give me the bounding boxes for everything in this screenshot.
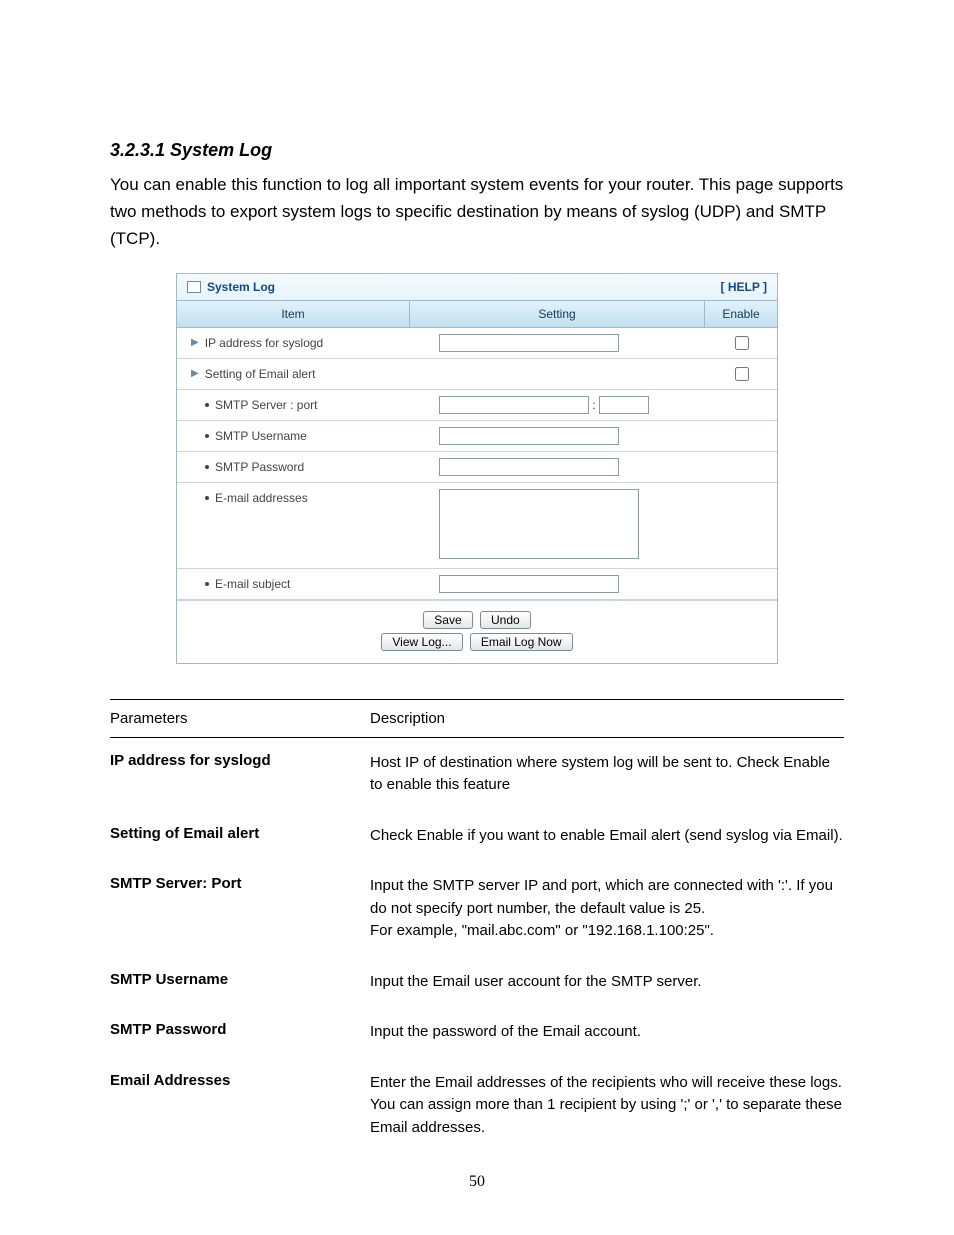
param-name: Setting of Email alert — [110, 825, 370, 848]
col-header-setting: Setting — [410, 301, 705, 327]
param-row: SMTP Username Input the Email user accou… — [110, 957, 844, 1008]
row-smtp-password: SMTP Password — [177, 452, 777, 483]
row-email-alert: ▶ Setting of Email alert — [177, 359, 777, 390]
section-title: 3.2.3.1 System Log — [110, 140, 844, 161]
label-smtp-username: SMTP Username — [215, 429, 307, 443]
bullet-icon — [205, 465, 209, 469]
param-row: SMTP Password Input the password of the … — [110, 1007, 844, 1058]
parameters-table: Parameters Description IP address for sy… — [110, 699, 844, 1154]
param-head-parameters: Parameters — [110, 710, 370, 727]
checkbox-ip-syslogd-enable[interactable] — [735, 336, 749, 350]
view-log-button[interactable]: View Log... — [381, 633, 462, 651]
param-desc: Input the password of the Email account. — [370, 1021, 844, 1044]
label-email-addresses: E-mail addresses — [215, 491, 308, 505]
label-smtp-server-port: SMTP Server : port — [215, 398, 317, 412]
server-port-separator: : — [592, 398, 595, 412]
param-desc: Input the Email user account for the SMT… — [370, 971, 844, 994]
input-smtp-port[interactable] — [599, 396, 649, 414]
param-name: Email Addresses — [110, 1072, 370, 1140]
row-email-subject: E-mail subject — [177, 569, 777, 600]
label-smtp-password: SMTP Password — [215, 460, 304, 474]
param-row: IP address for syslogd Host IP of destin… — [110, 738, 844, 811]
undo-button[interactable]: Undo — [480, 611, 531, 629]
system-log-panel: System Log [ HELP ] Item Setting Enable … — [176, 273, 778, 664]
input-smtp-password[interactable] — [439, 458, 619, 476]
bullet-icon — [205, 403, 209, 407]
arrow-icon: ▶ — [191, 337, 199, 348]
input-smtp-server[interactable] — [439, 396, 589, 414]
row-smtp-username: SMTP Username — [177, 421, 777, 452]
help-link[interactable]: [ HELP ] — [721, 280, 767, 294]
label-email-alert: Setting of Email alert — [205, 367, 316, 381]
panel-titlebar: System Log [ HELP ] — [177, 274, 777, 301]
param-table-header: Parameters Description — [110, 700, 844, 738]
input-email-subject[interactable] — [439, 575, 619, 593]
param-name: SMTP Server: Port — [110, 875, 370, 943]
save-button[interactable]: Save — [423, 611, 472, 629]
param-name: SMTP Password — [110, 1021, 370, 1044]
param-desc: Enter the Email addresses of the recipie… — [370, 1072, 844, 1140]
param-name: IP address for syslogd — [110, 752, 370, 797]
col-header-enable: Enable — [705, 301, 777, 327]
checkbox-email-alert-enable[interactable] — [735, 367, 749, 381]
panel-title-text: System Log — [207, 280, 275, 294]
row-smtp-server-port: SMTP Server : port : — [177, 390, 777, 421]
label-email-subject: E-mail subject — [215, 577, 290, 591]
param-row: Email Addresses Enter the Email addresse… — [110, 1058, 844, 1154]
button-row: Save Undo View Log... Email Log Now — [177, 600, 777, 663]
col-header-item: Item — [177, 301, 410, 327]
row-email-addresses: E-mail addresses — [177, 483, 777, 569]
param-desc: Check Enable if you want to enable Email… — [370, 825, 844, 848]
email-now-button[interactable]: Email Log Now — [470, 633, 573, 651]
bullet-icon — [205, 582, 209, 586]
row-ip-syslogd: ▶ IP address for syslogd — [177, 328, 777, 359]
column-header-row: Item Setting Enable — [177, 301, 777, 328]
param-desc: Host IP of destination where system log … — [370, 752, 844, 797]
label-ip-syslogd: IP address for syslogd — [205, 336, 324, 350]
param-row: SMTP Server: Port Input the SMTP server … — [110, 861, 844, 957]
param-row: Setting of Email alert Check Enable if y… — [110, 811, 844, 862]
bullet-icon — [205, 434, 209, 438]
intro-paragraph: You can enable this function to log all … — [110, 171, 844, 253]
param-name: SMTP Username — [110, 971, 370, 994]
input-email-addresses[interactable] — [439, 489, 639, 559]
page-icon — [187, 281, 201, 293]
param-head-description: Description — [370, 710, 844, 727]
page-number: 50 — [110, 1173, 844, 1191]
input-smtp-username[interactable] — [439, 427, 619, 445]
input-ip-syslogd[interactable] — [439, 334, 619, 352]
bullet-icon — [205, 496, 209, 500]
arrow-icon: ▶ — [191, 368, 199, 379]
param-desc: Input the SMTP server IP and port, which… — [370, 875, 844, 943]
